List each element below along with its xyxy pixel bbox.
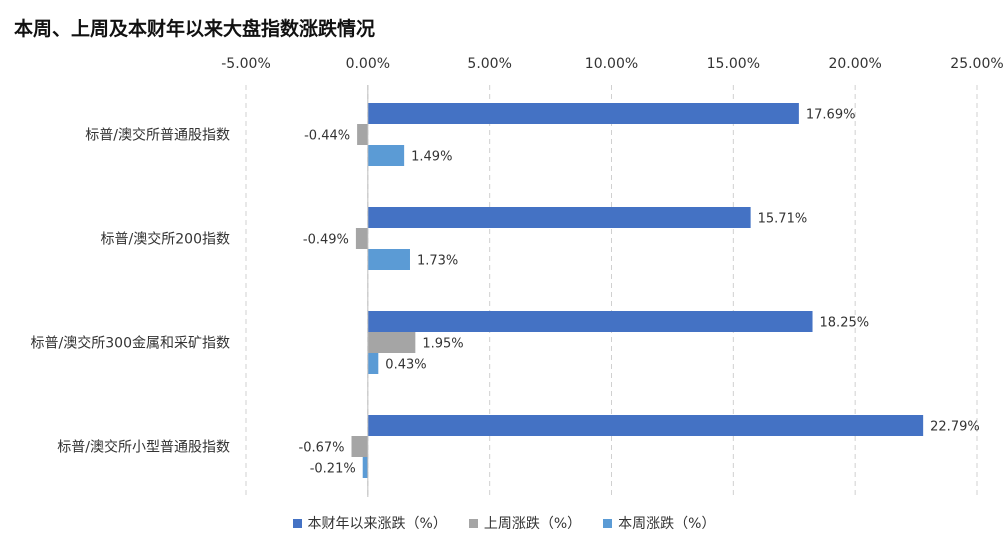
data-label: -0.44% [304, 129, 350, 144]
y-category-label: 标普/澳交所普通股指数 [85, 127, 230, 144]
bar-1-4 [367, 415, 924, 436]
legend-item: 本周涨跌（%） [603, 513, 715, 533]
bar-2-4 [351, 436, 368, 457]
x-tick-label: 10.00% [585, 56, 638, 72]
chart-title: 本周、上周及本财年以来大盘指数涨跌情况 [14, 18, 376, 40]
legend-swatch [468, 518, 478, 528]
bars [351, 103, 924, 478]
bar-3-2 [367, 249, 410, 270]
x-tick-label: 5.00% [467, 56, 511, 72]
data-label: 1.95% [422, 337, 463, 352]
data-label: 15.71% [758, 212, 808, 227]
data-label: -0.67% [299, 441, 345, 456]
x-tick-label: 20.00% [828, 56, 881, 72]
data-label: 1.73% [417, 254, 458, 269]
data-label: 22.79% [930, 420, 980, 435]
legend-item: 本财年以来涨跌（%） [292, 513, 447, 533]
bar-3-1 [367, 145, 405, 166]
y-category-label: 标普/澳交所小型普通股指数 [57, 439, 230, 456]
x-tick-label: -5.00% [221, 56, 271, 72]
bar-3-4 [362, 457, 368, 478]
bar-2-1 [357, 124, 368, 145]
x-tick-label: 0.00% [346, 56, 390, 72]
y-category-label: 标普/澳交所200指数 [101, 231, 230, 248]
data-label: 17.69% [806, 108, 856, 123]
legend-label: 本财年以来涨跌（%） [307, 516, 447, 532]
data-labels: 17.69% 15.71% 18.25% 22.79% -0.44% -0.49% 1.95… [299, 108, 980, 477]
legend-item: 上周涨跌（%） [468, 513, 582, 533]
data-label: -0.49% [303, 233, 349, 248]
legend-swatch [292, 518, 302, 528]
legend: 本财年以来涨跌（%） 上周涨跌（%） 本周涨跌（%） [0, 512, 1008, 534]
bar-3-3 [367, 353, 379, 374]
bar-1-3 [367, 311, 813, 332]
x-tick-label: 15.00% [707, 56, 760, 72]
data-label: 18.25% [820, 316, 870, 331]
bar-1-1 [367, 103, 799, 124]
bar-1-2 [367, 207, 751, 228]
data-label: 0.43% [385, 358, 426, 373]
x-tick-label: 25.00% [950, 56, 1003, 72]
bar-2-2 [355, 228, 368, 249]
data-label: -0.21% [310, 462, 356, 477]
axes: -5.00% 0.00% 5.00% 10.00% 15.00% 20.00% 25.00%… [31, 56, 1004, 497]
legend-label: 上周涨跌（%） [483, 516, 582, 532]
legend-swatch [603, 518, 613, 528]
data-label: 1.49% [411, 150, 452, 165]
legend-label: 本周涨跌（%） [618, 516, 716, 532]
bar-2-3 [367, 332, 416, 353]
y-category-label: 标普/澳交所300金属和采矿指数 [31, 335, 230, 352]
